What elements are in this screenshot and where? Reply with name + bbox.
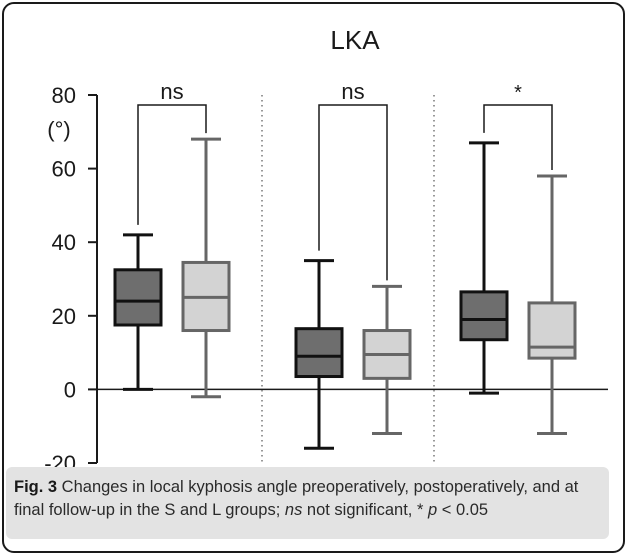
caption-text-3: < 0.05 xyxy=(437,501,489,519)
caption-text-2: not significant, * xyxy=(302,501,428,519)
iqr-box xyxy=(459,290,509,342)
box-plot-chart: LKA (°) -20 0 20 40 60 80 Pre Post Final ns ns * xyxy=(44,25,608,470)
figure-caption: Fig. 3 Changes in local kyphosis angle p… xyxy=(14,476,609,522)
caption-box xyxy=(6,467,609,539)
significance-label: ns xyxy=(160,79,183,104)
caption-text-1: Changes in local kyphosis angle preopera… xyxy=(14,478,579,519)
y-tick-label: -20 xyxy=(44,451,76,470)
chart-title: LKA xyxy=(330,25,380,55)
y-tick-label: 0 xyxy=(64,377,76,402)
y-tick-label: 20 xyxy=(52,304,76,329)
iqr-box xyxy=(294,327,344,379)
significance-bracket xyxy=(318,104,388,281)
significance-bracket xyxy=(137,104,207,225)
x-category-label: Final xyxy=(494,463,542,470)
caption-ns-abbrev: ns xyxy=(284,501,303,519)
x-category-label: Post xyxy=(331,463,375,470)
figure-label: Fig. 3 xyxy=(14,478,58,496)
y-tick-label: 80 xyxy=(52,83,76,108)
y-tick-label: 60 xyxy=(52,157,76,182)
significance-label: ns xyxy=(341,79,364,104)
significance-label: * xyxy=(514,82,522,104)
x-category-label: Pre xyxy=(155,463,189,470)
y-axis-unit-label: (°) xyxy=(47,117,70,142)
iqr-box xyxy=(113,268,163,327)
caption-p-symbol: p xyxy=(427,501,438,519)
significance-bracket xyxy=(483,104,553,170)
iqr-box xyxy=(527,301,577,360)
y-tick-label: 40 xyxy=(52,230,76,255)
